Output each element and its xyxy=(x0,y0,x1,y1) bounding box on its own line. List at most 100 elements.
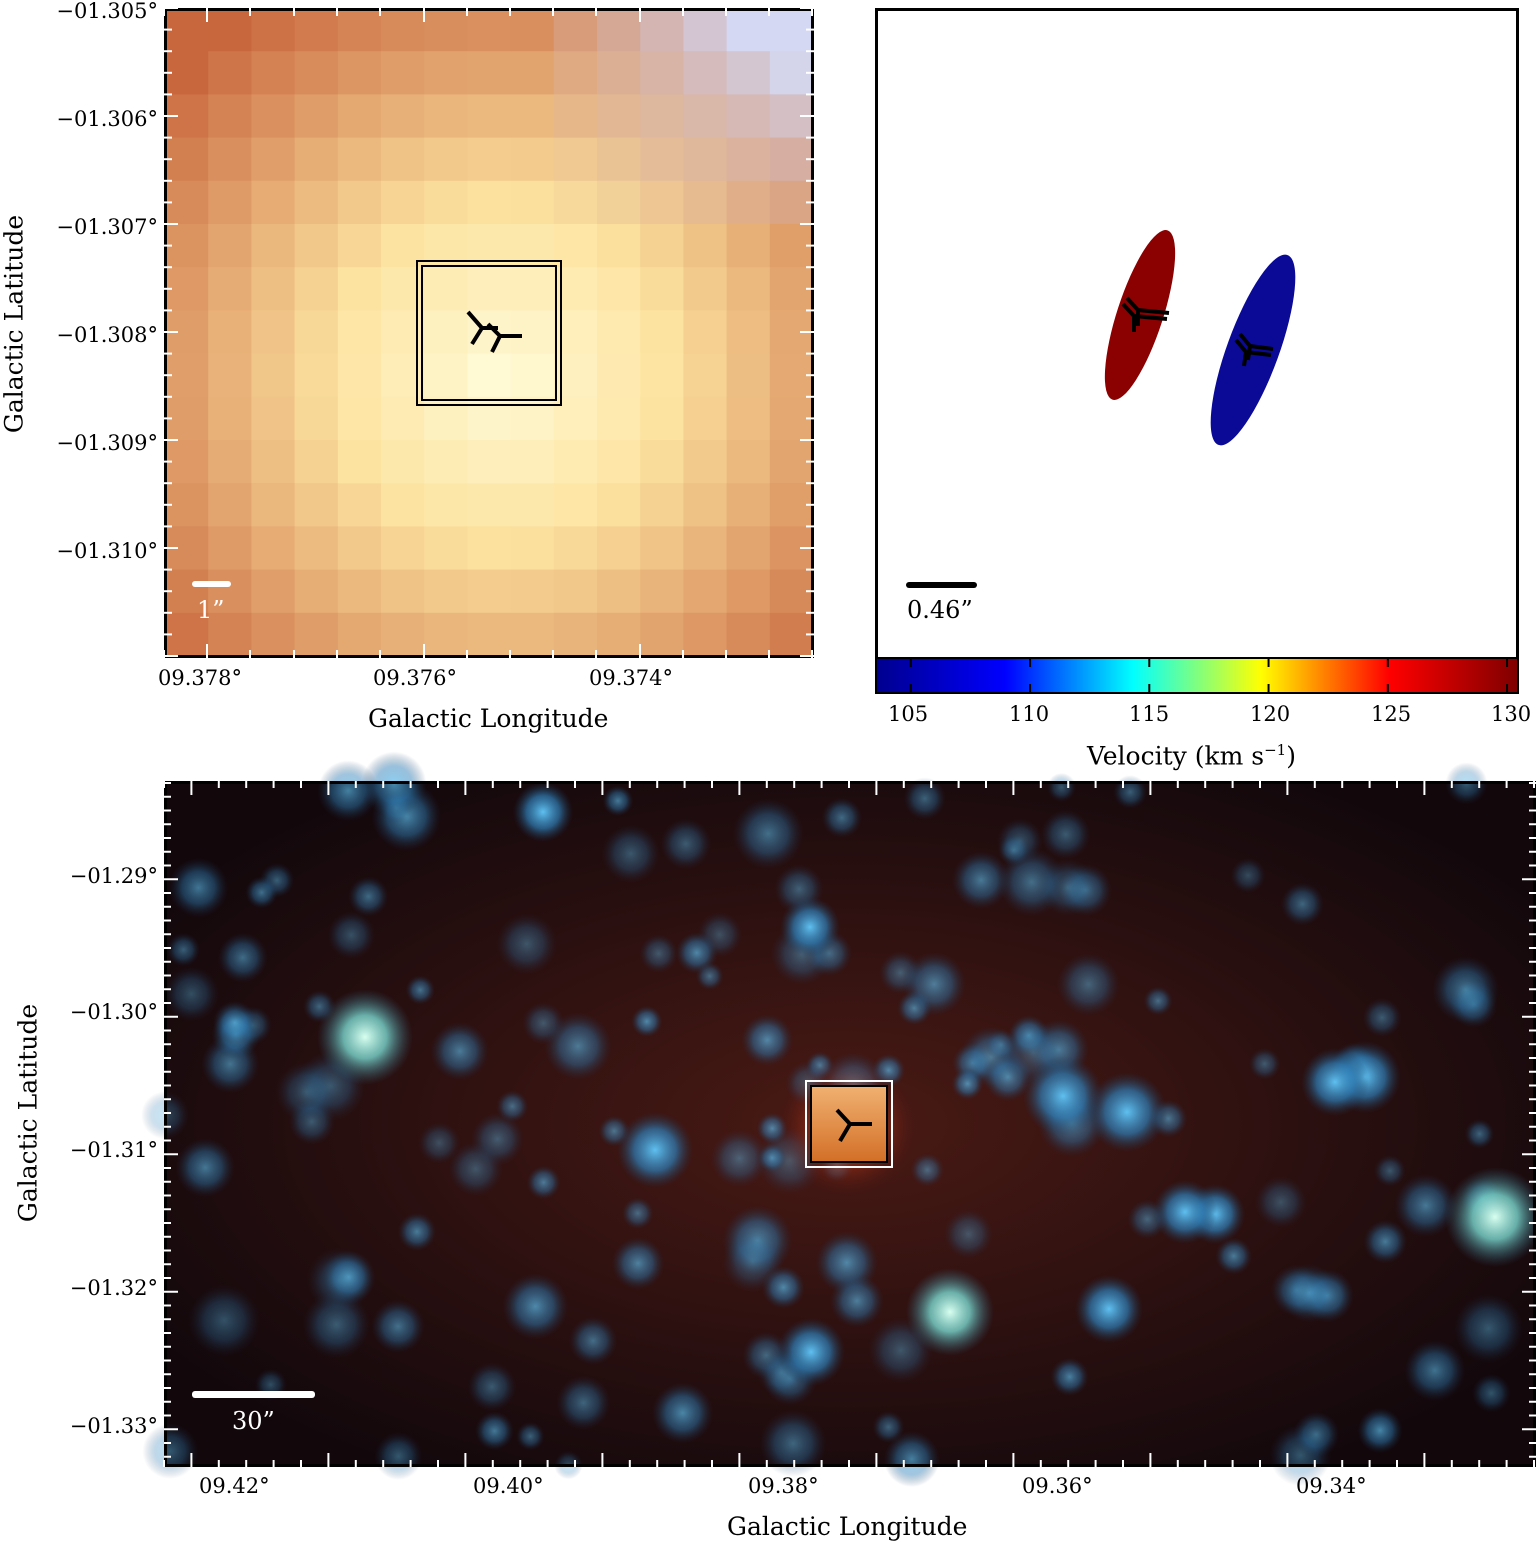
map-pixel xyxy=(251,94,296,139)
map-pixel xyxy=(251,137,296,182)
star xyxy=(496,913,558,975)
map-pixel xyxy=(337,8,382,52)
y-axis-label: Galactic Latitude xyxy=(13,1003,43,1223)
map-pixel xyxy=(510,51,555,95)
map-pixel xyxy=(294,396,339,441)
map-pixel xyxy=(640,267,684,311)
map-pixel xyxy=(510,8,555,52)
map-pixel xyxy=(208,353,252,398)
map-pixel xyxy=(726,94,771,139)
map-pixel xyxy=(251,224,296,268)
map-pixel xyxy=(553,8,598,52)
star xyxy=(943,1209,994,1259)
bright-star xyxy=(1445,1167,1536,1267)
star xyxy=(168,858,228,918)
map-pixel xyxy=(337,483,382,527)
star xyxy=(675,931,718,974)
map-pixel xyxy=(467,526,512,571)
map-pixel xyxy=(683,267,728,311)
star xyxy=(651,1382,714,1444)
map-pixel xyxy=(553,51,598,95)
map-pixel xyxy=(424,440,468,484)
bright-star xyxy=(1023,1056,1103,1136)
map-pixel xyxy=(208,310,252,355)
map-pixel xyxy=(597,267,641,311)
star xyxy=(741,1014,794,1066)
colorbar-ticks xyxy=(909,657,1509,694)
x-tick-label: 09.378° xyxy=(158,666,242,690)
map-pixel xyxy=(337,51,382,95)
map-pixel xyxy=(251,612,296,657)
map-pixel xyxy=(381,8,425,52)
map-pixel xyxy=(553,526,598,571)
map-pixel xyxy=(165,612,209,657)
map-pixel xyxy=(294,267,339,311)
map-pixel xyxy=(337,94,382,139)
star xyxy=(1040,809,1091,860)
star xyxy=(710,1129,769,1188)
star xyxy=(1280,882,1324,926)
map-pixel xyxy=(640,526,684,571)
y-tick-label: −01.310° xyxy=(56,539,158,563)
y-tick-label: −01.306° xyxy=(56,107,158,131)
star xyxy=(601,824,660,883)
map-pixel xyxy=(294,137,339,182)
map-pixel xyxy=(208,569,252,614)
map-pixel xyxy=(424,310,468,355)
star xyxy=(821,797,862,838)
y-tick-label: −01.29° xyxy=(69,864,158,888)
star xyxy=(544,1012,612,1081)
map-pixel xyxy=(597,137,641,182)
map-pixel xyxy=(251,569,296,614)
map-pixel xyxy=(467,180,512,225)
star xyxy=(1215,1237,1253,1275)
map-pixel xyxy=(165,224,209,268)
map-pixel xyxy=(640,440,684,484)
map-pixel xyxy=(294,483,339,527)
star xyxy=(163,966,219,1022)
map-pixel xyxy=(553,94,598,139)
x-axis-label: Galactic Longitude xyxy=(727,1512,968,1541)
map-pixel xyxy=(424,267,468,311)
star xyxy=(516,1422,545,1451)
map-pixel xyxy=(467,267,512,311)
map-pixel xyxy=(294,310,339,355)
star xyxy=(872,1411,905,1444)
colorbar-label: Velocity (km s−1) xyxy=(1087,741,1296,771)
x-tick-label: 09.34° xyxy=(1296,1474,1367,1498)
map-pixel xyxy=(251,526,296,571)
map-pixel xyxy=(510,267,555,311)
star xyxy=(1357,1408,1403,1453)
star xyxy=(602,785,634,817)
map-pixel xyxy=(294,353,339,398)
map-pixel xyxy=(553,137,598,182)
star xyxy=(568,1316,618,1365)
map-pixel xyxy=(597,440,641,484)
star xyxy=(175,1138,235,1198)
star xyxy=(621,1197,654,1230)
map-pixel xyxy=(467,8,512,52)
colorbar-tick-label: 130 xyxy=(1491,702,1532,726)
x-tick-label: 09.38° xyxy=(748,1474,819,1498)
map-pixel xyxy=(510,180,555,225)
map-pixel xyxy=(381,94,425,139)
map-pixel xyxy=(337,440,382,484)
map-pixel xyxy=(683,526,728,571)
map-pixel xyxy=(294,440,339,484)
map-pixel xyxy=(683,569,728,614)
map-pixel xyxy=(208,8,252,52)
star xyxy=(1453,1293,1523,1363)
map-pixel xyxy=(683,94,728,139)
map-pixel xyxy=(726,396,771,441)
map-pixel xyxy=(597,8,641,52)
map-pixel xyxy=(208,94,252,139)
star xyxy=(757,1143,787,1173)
map-pixel xyxy=(640,483,684,527)
map-pixel xyxy=(726,526,771,571)
map-pixel xyxy=(165,353,209,398)
map-pixel xyxy=(337,569,382,614)
x-tick-label: 09.36° xyxy=(1022,1474,1093,1498)
map-pixel xyxy=(640,137,684,182)
star xyxy=(952,851,1011,910)
map-pixel xyxy=(726,310,771,355)
